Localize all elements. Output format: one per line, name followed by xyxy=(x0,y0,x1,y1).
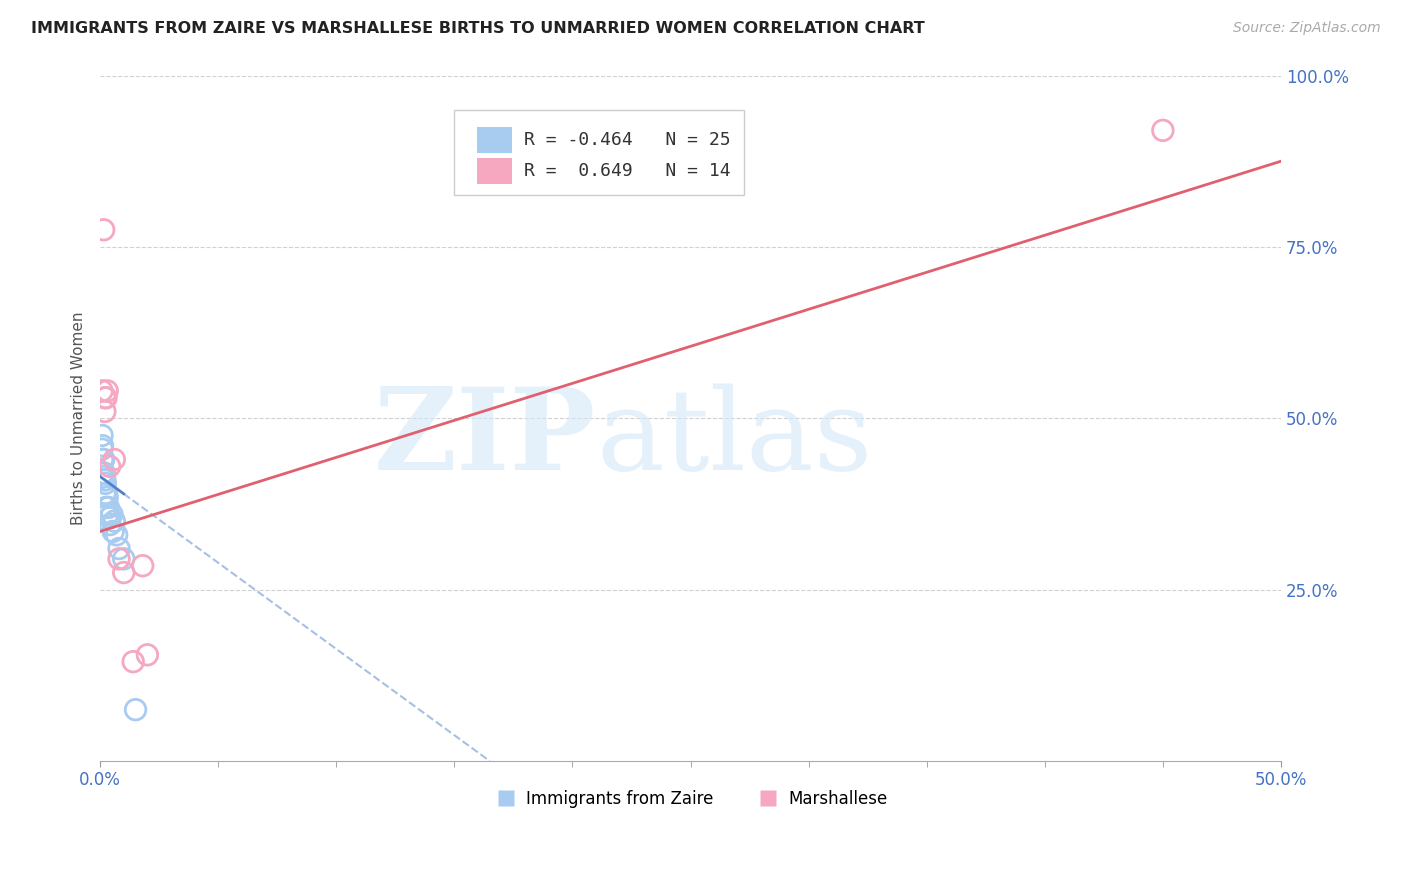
Point xyxy=(101,524,124,539)
Point xyxy=(91,452,114,467)
Point xyxy=(96,384,118,398)
Text: Source: ZipAtlas.com: Source: ZipAtlas.com xyxy=(1233,21,1381,36)
Bar xyxy=(477,158,512,184)
Point xyxy=(136,648,159,662)
Point xyxy=(122,655,145,669)
Point xyxy=(101,508,124,522)
FancyBboxPatch shape xyxy=(454,110,744,195)
Point xyxy=(93,466,115,480)
Point xyxy=(98,510,121,524)
Point xyxy=(97,500,120,515)
Text: ZIP: ZIP xyxy=(374,384,596,494)
Text: R =  0.649   N = 14: R = 0.649 N = 14 xyxy=(524,161,731,180)
Y-axis label: Births to Unmarried Women: Births to Unmarried Women xyxy=(72,311,86,525)
Point xyxy=(93,469,115,483)
Point xyxy=(91,384,114,398)
Point xyxy=(91,439,114,453)
Text: IMMIGRANTS FROM ZAIRE VS MARSHALLESE BIRTHS TO UNMARRIED WOMEN CORRELATION CHART: IMMIGRANTS FROM ZAIRE VS MARSHALLESE BIR… xyxy=(31,21,925,37)
Point xyxy=(96,490,118,504)
Point xyxy=(98,517,121,532)
Point xyxy=(1152,123,1174,137)
Point xyxy=(112,566,135,580)
Point xyxy=(103,514,125,528)
Point xyxy=(131,558,153,573)
Point xyxy=(108,541,131,556)
Text: R = -0.464   N = 25: R = -0.464 N = 25 xyxy=(524,131,731,149)
Point xyxy=(93,452,115,467)
Point xyxy=(108,552,131,566)
Bar xyxy=(477,127,512,153)
Point xyxy=(93,223,115,237)
Legend: Immigrants from Zaire, Marshallese: Immigrants from Zaire, Marshallese xyxy=(486,783,894,814)
Point xyxy=(91,442,114,457)
Point xyxy=(112,552,135,566)
Point xyxy=(124,703,146,717)
Point xyxy=(91,466,114,480)
Point xyxy=(94,391,117,405)
Point xyxy=(94,500,117,515)
Point xyxy=(94,473,117,487)
Text: atlas: atlas xyxy=(596,384,873,494)
Point xyxy=(103,452,125,467)
Point xyxy=(94,404,117,418)
Point xyxy=(94,476,117,491)
Point xyxy=(97,508,120,522)
Point xyxy=(94,486,117,500)
Point xyxy=(94,391,117,405)
Point xyxy=(94,486,117,500)
Point xyxy=(105,528,128,542)
Point xyxy=(91,428,114,442)
Point xyxy=(98,459,121,474)
